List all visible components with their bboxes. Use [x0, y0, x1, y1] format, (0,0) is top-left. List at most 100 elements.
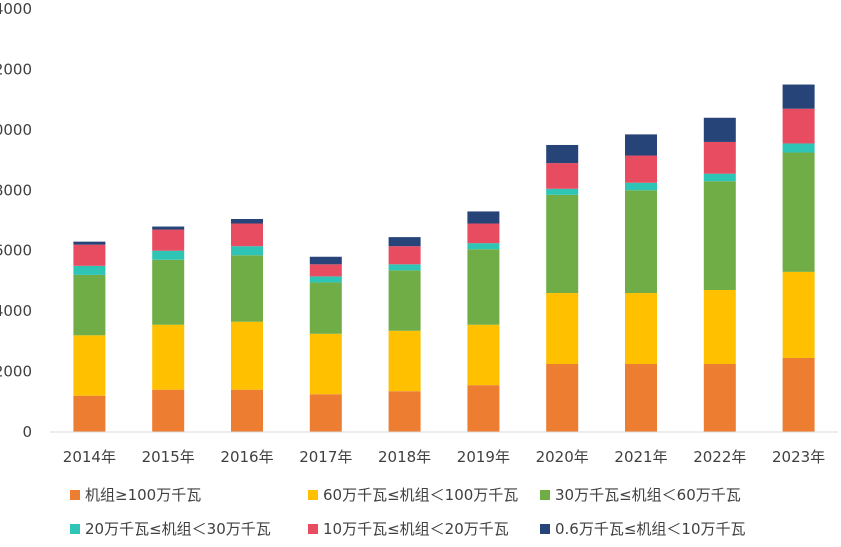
- legend-swatch: [308, 523, 318, 534]
- y-tick-label: 4000: [0, 302, 32, 320]
- bar-segment: [703, 141, 736, 174]
- bar-segment: [388, 237, 421, 247]
- bar-segment: [388, 246, 421, 265]
- bar-segment: [625, 155, 657, 183]
- y-tick-label: 2000: [0, 363, 32, 381]
- legend-item: 10万千瓦≤机组＜20万千瓦: [308, 518, 509, 539]
- x-tick-label: 2021年: [614, 448, 667, 466]
- bar-segment: [546, 364, 579, 432]
- bar-segment: [73, 265, 106, 275]
- bar-segment: [152, 324, 185, 390]
- legend-label: 10万千瓦≤机组＜20万千瓦: [323, 520, 509, 538]
- y-tick-label: 6000: [0, 242, 32, 260]
- bar-segment: [388, 330, 421, 392]
- bar-segment: [546, 194, 579, 294]
- bar-segment: [546, 293, 579, 365]
- legend-item: 20万千瓦≤机组＜30万千瓦: [70, 518, 271, 539]
- x-tick-label: 2016年: [220, 448, 273, 466]
- legend-label: 30万千瓦≤机组＜60万千瓦: [555, 486, 741, 504]
- legend-label: 0.6万千瓦≤机组＜10万千瓦: [555, 520, 746, 538]
- y-axis-ticks: 0 2000 4000 6000 8000 10000 12000 14000: [0, 0, 32, 441]
- bar-segment: [152, 226, 185, 230]
- bar-segment: [231, 389, 263, 432]
- x-tick-label: 2014年: [63, 448, 116, 466]
- bar-segment: [625, 182, 657, 191]
- bar-segment: [388, 270, 421, 331]
- bar-segment: [625, 293, 657, 365]
- bar-segment: [152, 259, 185, 325]
- bar-segment: [703, 173, 736, 182]
- legend-swatch: [70, 489, 80, 500]
- bar-segment: [388, 391, 421, 432]
- bar-segment: [152, 229, 185, 251]
- bar-segment: [546, 144, 579, 164]
- legend-swatch: [540, 523, 550, 534]
- bar-segment: [309, 264, 342, 277]
- bar-segment: [703, 117, 736, 142]
- bar-segment: [625, 134, 657, 156]
- bar-segment: [73, 395, 106, 432]
- bar-segment: [782, 152, 815, 272]
- x-tick-label: 2022年: [693, 448, 746, 466]
- x-tick-label: 2018年: [378, 448, 431, 466]
- x-tick-label: 2019年: [457, 448, 510, 466]
- stacked-bar-chart: 02000400060008000100001200014000 2014年20…: [0, 0, 838, 466]
- bar-segment: [782, 108, 815, 144]
- bar-segment: [309, 282, 342, 334]
- legend-swatch: [540, 489, 550, 500]
- bar-segment: [546, 163, 579, 189]
- bar-segment: [152, 389, 185, 432]
- bar-segment: [152, 250, 185, 260]
- bar-segment: [467, 223, 500, 244]
- bar-segment: [782, 143, 815, 153]
- x-tick-label: 2020年: [536, 448, 589, 466]
- bar-segment: [782, 271, 815, 358]
- bar-segment: [231, 255, 263, 322]
- bar-segment: [73, 335, 106, 396]
- x-tick-label: 2023年: [772, 448, 825, 466]
- x-tick-label: 2015年: [142, 448, 195, 466]
- bar-segment: [467, 249, 500, 325]
- bar-segment: [703, 181, 736, 290]
- bar-segment: [782, 84, 815, 109]
- x-axis-ticks: 2014年 2015年 2016年 2017年 2018年 2019年 2020年 2021年…: [63, 448, 825, 466]
- legend-swatch: [70, 523, 80, 534]
- bar-segment: [73, 274, 106, 336]
- legend-swatch: [308, 489, 318, 500]
- bar-segment: [231, 246, 263, 256]
- bar-segment: [625, 190, 657, 294]
- bar-segment: [388, 264, 421, 271]
- x-tick-label: 2017年: [299, 448, 352, 466]
- legend-item: 30万千瓦≤机组＜60万千瓦: [540, 484, 741, 505]
- bar-segment: [546, 188, 579, 195]
- bar-segment: [309, 394, 342, 432]
- y-tick-label: 8000: [0, 181, 32, 199]
- legend-item: 机组≥100万千瓦: [70, 484, 201, 505]
- bar-segment: [625, 364, 657, 432]
- bar-segment: [231, 321, 263, 390]
- bar-segment: [231, 218, 263, 224]
- bar-segment: [467, 211, 500, 224]
- bar-segment: [467, 243, 500, 250]
- bar-segment: [703, 289, 736, 365]
- y-tick-label: 14000: [0, 0, 32, 18]
- bars-group: [73, 84, 815, 432]
- bar-segment: [782, 357, 815, 432]
- bar-segment: [467, 324, 500, 386]
- bar-segment: [73, 241, 106, 245]
- bar-segment: [231, 223, 263, 247]
- bar-segment: [467, 385, 500, 432]
- legend-item: 60万千瓦≤机组＜100万千瓦: [308, 484, 518, 505]
- bar-segment: [73, 244, 106, 266]
- y-tick-label: 10000: [0, 121, 32, 139]
- bar-segment: [309, 276, 342, 283]
- legend-label: 机组≥100万千瓦: [85, 486, 202, 504]
- legend-label: 20万千瓦≤机组＜30万千瓦: [85, 520, 271, 538]
- legend-item: 0.6万千瓦≤机组＜10万千瓦: [540, 518, 746, 539]
- y-tick-label: 12000: [0, 60, 32, 78]
- bar-segment: [309, 256, 342, 265]
- y-tick-label: 0: [22, 423, 32, 441]
- bar-segment: [309, 333, 342, 395]
- legend-label: 60万千瓦≤机组＜100万千瓦: [323, 486, 519, 504]
- bar-segment: [703, 364, 736, 432]
